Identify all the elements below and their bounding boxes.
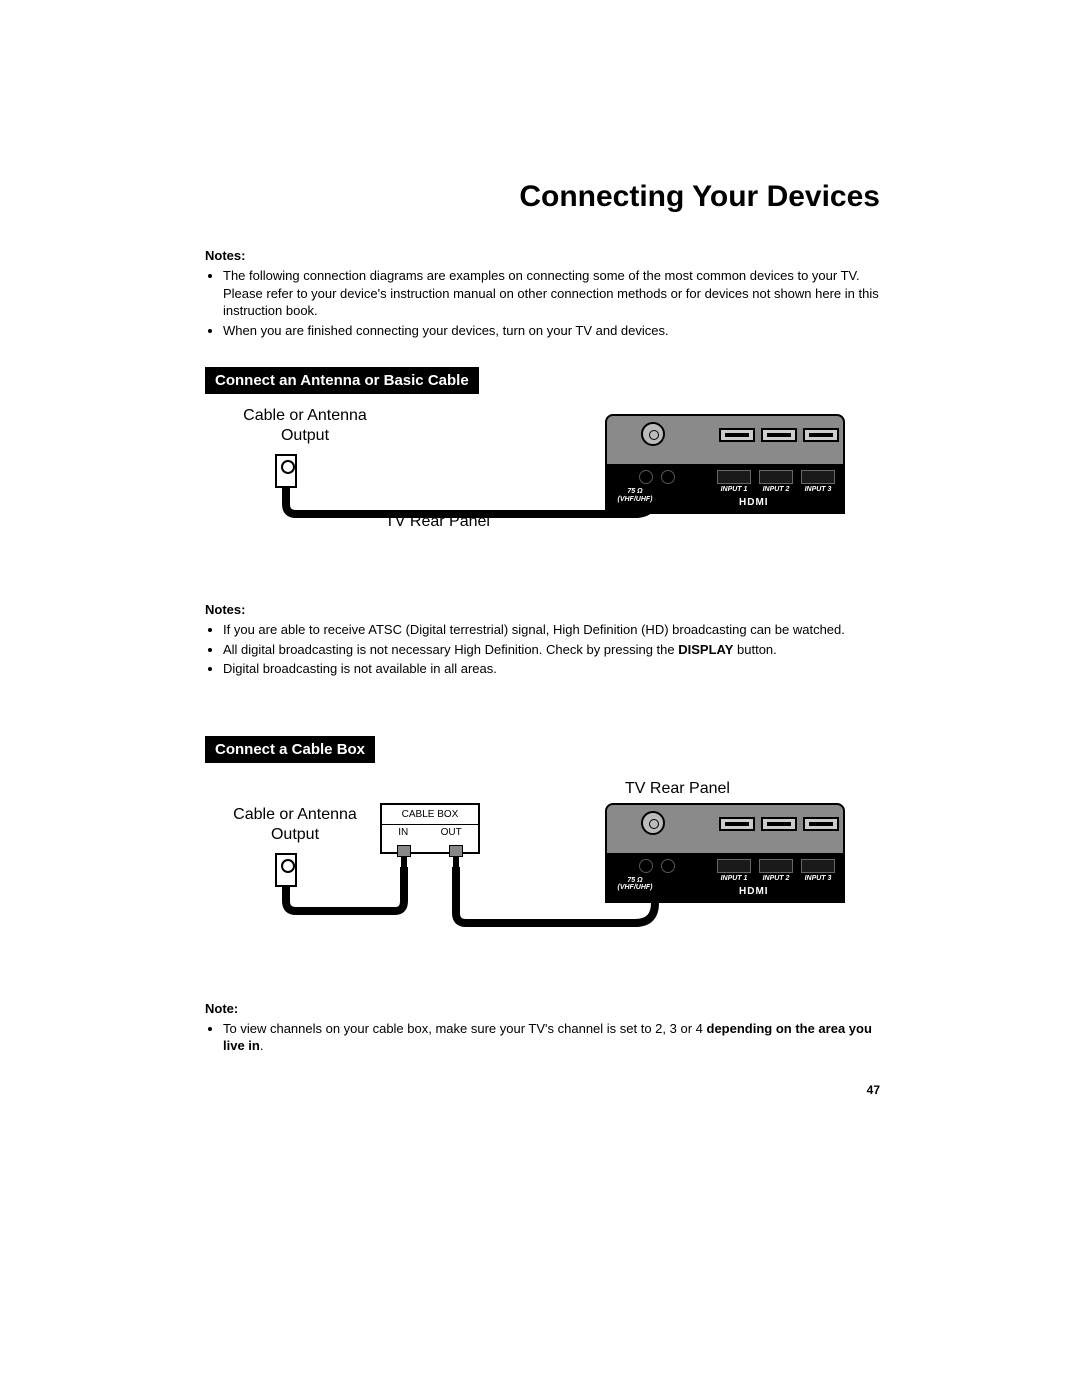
hdmi-slot-icon [803, 817, 839, 831]
hdmi-logo: HDMI [739, 498, 769, 509]
tv-rear-panel: 75 Ω (VHF/UHF) INPUT 1 INPUT 2 INPUT 3 H… [605, 803, 845, 923]
page-title: Connecting Your Devices [205, 180, 890, 214]
section-heading-antenna: Connect an Antenna or Basic Cable [205, 367, 479, 394]
tv-panel-bottom: 75 Ω (VHF/UHF) INPUT 1 INPUT 2 INPUT 3 H… [605, 853, 845, 903]
hdmi-port-icon [801, 470, 835, 484]
input-label: INPUT 3 [801, 486, 835, 493]
hdmi-port-icon [759, 470, 793, 484]
input-label: INPUT 2 [759, 875, 793, 882]
tv-panel-top [605, 414, 845, 466]
tv-rear-panel: 75 Ω (VHF/UHF) INPUT 1 INPUT 2 INPUT 3 H… [605, 414, 845, 534]
coax-input-icon [641, 422, 665, 446]
audio-jack-icon [639, 470, 653, 484]
notes-heading: Notes: [205, 602, 890, 617]
notes-block-bottom: Note: To view channels on your cable box… [205, 1001, 890, 1055]
audio-jack-icon [639, 859, 653, 873]
audio-jack-icon [661, 470, 675, 484]
tv-panel-top [605, 803, 845, 855]
tv-panel-bottom: 75 Ω (VHF/UHF) INPUT 1 INPUT 2 INPUT 3 H… [605, 464, 845, 514]
note-item: All digital broadcasting is not necessar… [223, 641, 890, 659]
audio-jack-icon [661, 859, 675, 873]
note-item: If you are able to receive ATSC (Digital… [223, 621, 890, 639]
hdmi-port-icon [717, 470, 751, 484]
diagram-antenna: Cable or Antenna Output TV Rear Panel 75… [205, 404, 885, 574]
notes-block-mid: Notes: If you are able to receive ATSC (… [205, 602, 890, 678]
input-label: INPUT 1 [717, 486, 751, 493]
hdmi-port-icon [717, 859, 751, 873]
hdmi-slot-icon [761, 428, 797, 442]
antenna-port-label: 75 Ω (VHF/UHF) [611, 488, 659, 503]
hdmi-port-icon [759, 859, 793, 873]
hdmi-slot-icon [719, 428, 755, 442]
input-label: INPUT 2 [759, 486, 793, 493]
diagram-cablebox: TV Rear Panel Cable or Antenna Output CA… [205, 773, 885, 973]
note-item: The following connection diagrams are ex… [223, 267, 890, 320]
notes-heading: Notes: [205, 248, 890, 263]
hdmi-port-icon [801, 859, 835, 873]
input-label: INPUT 1 [717, 875, 751, 882]
antenna-port-label: 75 Ω (VHF/UHF) [611, 877, 659, 892]
hdmi-slot-icon [761, 817, 797, 831]
section-heading-cablebox: Connect a Cable Box [205, 736, 375, 763]
input-label: INPUT 3 [801, 875, 835, 882]
hdmi-slot-icon [803, 428, 839, 442]
notes-list: The following connection diagrams are ex… [205, 267, 890, 339]
notes-list: If you are able to receive ATSC (Digital… [205, 621, 890, 678]
note-item: Digital broadcasting is not available in… [223, 660, 890, 678]
manual-page: Connecting Your Devices Notes: The follo… [0, 0, 1080, 1397]
page-number: 47 [867, 1083, 880, 1097]
notes-list: To view channels on your cable box, make… [205, 1020, 890, 1055]
hdmi-slot-icon [719, 817, 755, 831]
note-item: When you are finished connecting your de… [223, 322, 890, 340]
coax-input-icon [641, 811, 665, 835]
panel-label: TV Rear Panel [385, 512, 490, 532]
note-item: To view channels on your cable box, make… [223, 1020, 890, 1055]
notes-block-top: Notes: The following connection diagrams… [205, 248, 890, 339]
hdmi-logo: HDMI [739, 887, 769, 898]
notes-heading: Note: [205, 1001, 890, 1016]
